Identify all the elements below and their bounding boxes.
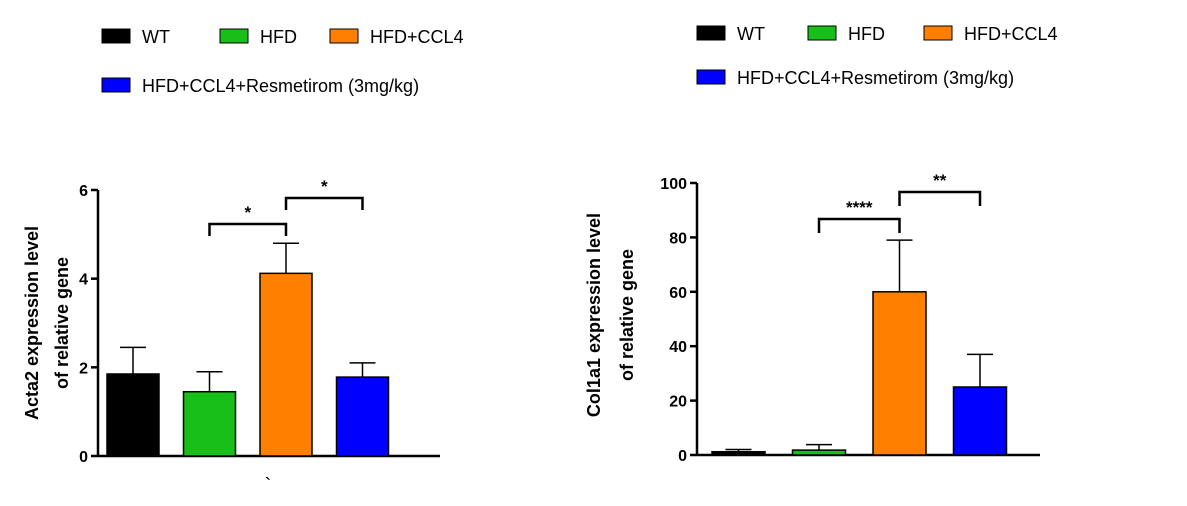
bar-hfd-ccl4-resmetirom-3mg-kg — [952, 386, 1008, 456]
y-tick-label: 40 — [669, 339, 687, 356]
legend-swatch-hfd-ccl4-resmetirom-3mg-kg — [696, 69, 726, 85]
significance-bracket — [284, 196, 364, 210]
y-tick-label: 80 — [669, 230, 687, 247]
chart-panel-2: WT HFD HFD+CCL4 HFD+CCL4+Resmetirom (3mg/kg… — [584, 24, 1058, 465]
bar-wt — [711, 450, 766, 456]
legend-label-hfd: HFD — [848, 24, 885, 44]
y-tick-label: 4 — [79, 272, 88, 289]
legend-label-wt: WT — [737, 24, 765, 44]
legend-label-wt: WT — [142, 27, 170, 47]
y-tick-label: 20 — [669, 394, 687, 411]
legend-label-hfd-ccl4-resmetirom-3mg-kg: HFD+CCL4+Resmetirom (3mg/kg) — [737, 68, 1014, 88]
y-tick-label: 100 — [660, 176, 687, 193]
significance-label: * — [244, 203, 251, 222]
y-tick-label: 60 — [669, 285, 687, 302]
legend-swatch-hfd-ccl4 — [329, 28, 359, 44]
legend-swatch-hfd — [807, 25, 837, 41]
legend-swatch-hfd-ccl4-resmetirom-3mg-kg — [101, 77, 131, 93]
significance-bracket — [898, 190, 982, 206]
y-tick-label: 2 — [79, 360, 88, 377]
legend-label-hfd: HFD — [260, 27, 297, 47]
y-axis-title-line2: of relative gene — [52, 257, 72, 389]
y-axis-title-line1: Acta2 expression level — [22, 226, 42, 420]
legend-swatch-hfd-ccl4 — [923, 25, 953, 41]
y-tick-label: 0 — [678, 448, 687, 465]
x-axis-note: ` — [265, 475, 272, 497]
legend-label-hfd-ccl4: HFD+CCL4 — [964, 24, 1058, 44]
legend-swatch-wt — [696, 25, 726, 41]
y-tick-label: 6 — [79, 183, 88, 200]
significance-bracket — [208, 222, 288, 236]
chart-panel-1: WT HFD HFD+CCL4 HFD+CCL4+Resmetirom (3mg/kg… — [22, 27, 464, 497]
significance-bracket — [817, 217, 901, 233]
y-axis-title-line2: of relative gene — [617, 249, 637, 381]
bar-hfd-ccl4 — [872, 291, 927, 456]
bar-hfd — [182, 390, 237, 457]
legend-label-hfd-ccl4: HFD+CCL4 — [370, 27, 464, 47]
bar-hfd-ccl4 — [259, 272, 313, 457]
legend-swatch-hfd — [219, 28, 249, 44]
y-axis-title-line1: Col1a1 expression level — [584, 213, 604, 417]
y-tick-label: 0 — [79, 449, 88, 466]
significance-label: ** — [933, 171, 947, 190]
bar-wt — [106, 373, 160, 457]
significance-label: **** — [846, 198, 873, 217]
legend-swatch-wt — [101, 28, 131, 44]
legend: WT HFD HFD+CCL4 HFD+CCL4+Resmetirom (3mg/kg… — [101, 27, 464, 96]
significance-label: * — [321, 177, 328, 196]
bar-hfd — [791, 449, 847, 456]
legend: WT HFD HFD+CCL4 HFD+CCL4+Resmetirom (3mg/kg… — [696, 24, 1058, 88]
bar-hfd-ccl4-resmetirom-3mg-kg — [335, 376, 390, 457]
legend-label-hfd-ccl4-resmetirom-3mg-kg: HFD+CCL4+Resmetirom (3mg/kg) — [142, 76, 419, 96]
